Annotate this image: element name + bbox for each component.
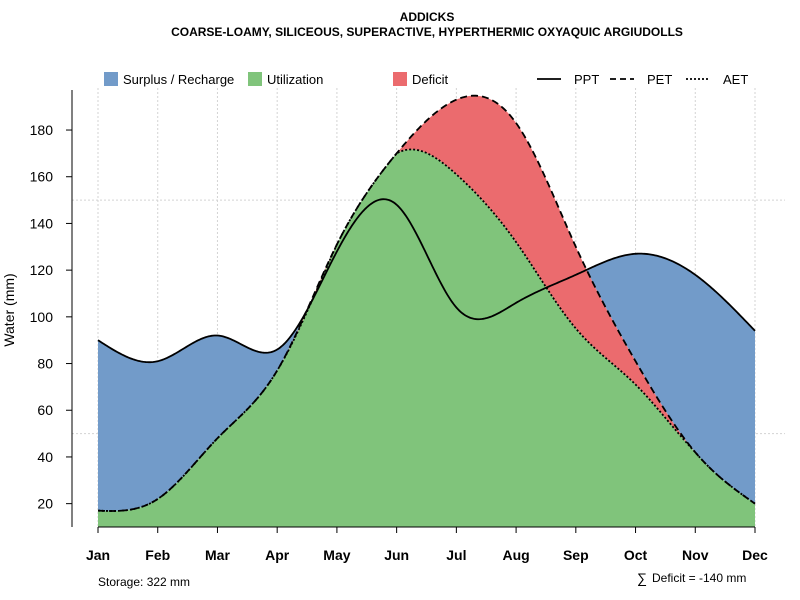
legend-label: PET xyxy=(647,72,672,87)
x-tick-label: Oct xyxy=(624,547,648,563)
pet-line xyxy=(97,94,756,512)
deficit-annotation: Deficit = -140 mm xyxy=(652,571,746,585)
x-tick-label: Sep xyxy=(563,547,589,563)
x-tick-label: Nov xyxy=(682,547,709,563)
legend-label: Deficit xyxy=(412,72,449,87)
y-tick-label: 140 xyxy=(30,215,54,231)
storage-annotation: Storage: 322 mm xyxy=(98,575,190,589)
chart-title: ADDICKS xyxy=(400,10,455,24)
y-tick-label: 80 xyxy=(37,356,53,372)
legend-label: PPT xyxy=(574,72,599,87)
line-layer xyxy=(97,94,756,512)
x-tick-label: Aug xyxy=(502,547,529,563)
legend-swatch xyxy=(393,72,407,86)
y-tick-label: 60 xyxy=(37,402,53,418)
x-tick-label: Mar xyxy=(205,547,230,563)
x-tick-label: May xyxy=(323,547,350,563)
y-axis-label: Water (mm) xyxy=(1,273,17,346)
x-tick-label: Feb xyxy=(145,547,170,563)
y-tick-label: 40 xyxy=(37,449,53,465)
y-tick-label: 20 xyxy=(37,496,53,512)
legend-label: Surplus / Recharge xyxy=(123,72,234,87)
deficit-sum-symbol: ∑ xyxy=(637,570,647,586)
y-tick-label: 160 xyxy=(30,169,54,185)
area-layer xyxy=(98,95,755,527)
legend-swatch xyxy=(248,72,262,86)
x-tick-label: Jun xyxy=(384,547,409,563)
x-tick-label: Jan xyxy=(86,547,110,563)
x-tick-label: Jul xyxy=(446,547,466,563)
surplus-area xyxy=(98,95,755,512)
legend-label: Utilization xyxy=(267,72,323,87)
legend: Surplus / Recharge Utilization Deficit PPT P… xyxy=(104,72,748,87)
ppt-line xyxy=(97,198,756,364)
axes: 20 40 60 80 100 120 140 160 180 Jan Feb Mar Apr May Ju… xyxy=(30,90,768,563)
legend-label: AET xyxy=(723,72,748,87)
utilization-area xyxy=(98,149,755,527)
chart-subtitle: COARSE-LOAMY, SILICEOUS, SUPERACTIVE, HY… xyxy=(171,25,683,39)
y-tick-label: 180 xyxy=(30,122,54,138)
y-tick-label: 100 xyxy=(30,309,54,325)
legend-swatch xyxy=(104,72,118,86)
x-tick-label: Apr xyxy=(265,547,290,563)
x-tick-label: Dec xyxy=(742,547,768,563)
y-tick-label: 120 xyxy=(30,262,54,278)
